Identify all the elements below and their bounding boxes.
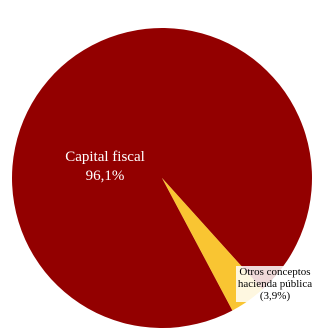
- value-label: 96,1%: [85, 168, 125, 184]
- slice-label: Otros conceptos hacienda pública (3,9%): [236, 266, 314, 302]
- category-label: Capital fiscal: [65, 149, 145, 165]
- category-label: Otros conceptos hacienda pública: [237, 266, 313, 290]
- pie-slice: [12, 28, 312, 328]
- slice-label: Capital fiscal 96,1%: [35, 148, 175, 186]
- value-label: (3,9%): [259, 290, 291, 302]
